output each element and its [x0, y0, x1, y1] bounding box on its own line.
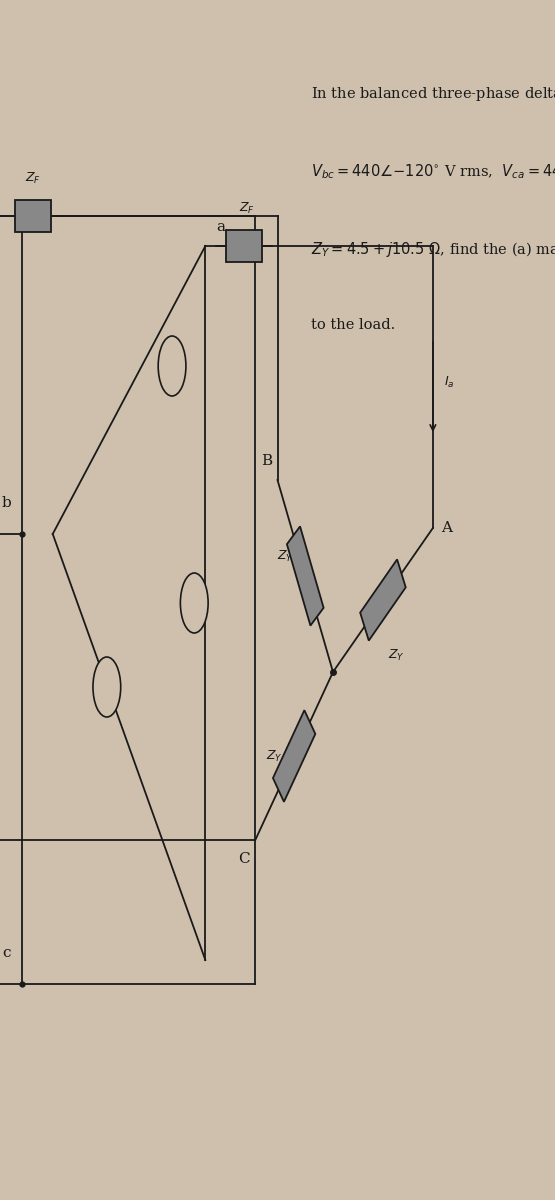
Text: $Z_F$: $Z_F$ [239, 200, 255, 216]
Text: B: B [261, 454, 272, 468]
Text: A: A [441, 521, 452, 535]
Circle shape [93, 658, 121, 716]
Circle shape [158, 336, 186, 396]
Text: $Z_Y$: $Z_Y$ [266, 749, 283, 763]
Bar [226, 229, 263, 262]
Circle shape [180, 572, 208, 632]
Text: $V_{bc} = 440\angle{-120^{\circ}}$ V rms,  $V_{ca} = 440\angle{-240^{\circ}}$ V : $V_{bc} = 440\angle{-120^{\circ}}$ V rms… [311, 162, 555, 181]
Text: $Z_Y$: $Z_Y$ [388, 648, 405, 664]
Text: c: c [3, 946, 11, 960]
Text: a: a [216, 220, 225, 234]
Polygon shape [287, 527, 324, 625]
Text: In the balanced three-phase delta-wye system shown below, $V_{ab} = 440\angle 0^: In the balanced three-phase delta-wye sy… [311, 84, 555, 103]
Text: b: b [1, 496, 11, 510]
Text: $I_a$: $I_a$ [444, 374, 455, 390]
Text: C: C [238, 852, 250, 866]
Polygon shape [360, 559, 406, 641]
Text: $Z_Y = 4.5 + j10.5\ \Omega$, find the (a) magnitude of line current and  the ave: $Z_Y = 4.5 + j10.5\ \Omega$, find the (a… [311, 240, 555, 259]
Bar [16, 199, 52, 233]
Text: $Z_Y$: $Z_Y$ [278, 548, 294, 564]
Polygon shape [273, 710, 315, 802]
Text: to the load.: to the load. [311, 318, 395, 332]
Text: $Z_F$: $Z_F$ [26, 170, 41, 186]
